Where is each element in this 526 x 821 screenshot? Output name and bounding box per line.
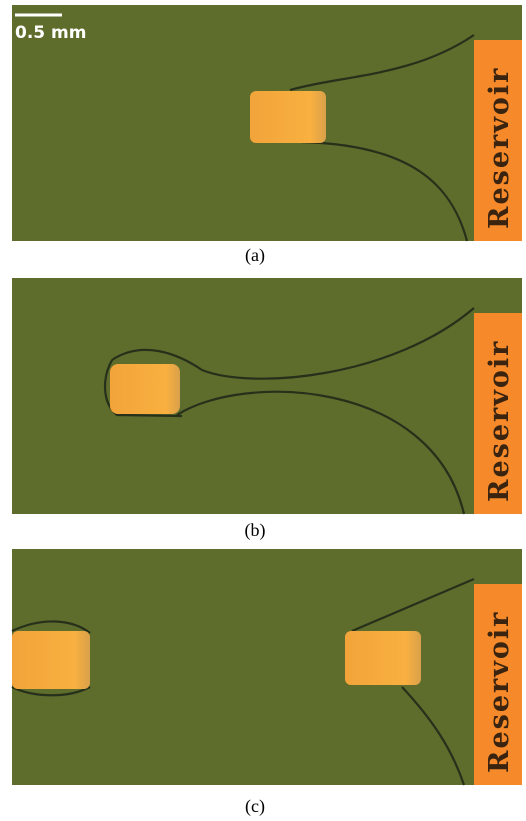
panel-b: Reservoir: [12, 278, 522, 514]
micrograph: [12, 278, 522, 514]
droplet: [250, 91, 326, 143]
page: Reservoir 0.5 mm (a) Reservoir (b) Reser…: [0, 0, 526, 821]
reservoir-label: Reservoir: [484, 611, 515, 773]
reservoir-label: Reservoir: [484, 67, 515, 229]
droplet: [345, 631, 421, 685]
panel-label: (b): [245, 520, 266, 541]
panel-c: Reservoir: [12, 549, 522, 785]
figure: Reservoir 0.5 mm (a) Reservoir (b) Reser…: [0, 0, 526, 821]
droplet: [110, 364, 180, 414]
droplet: [12, 631, 90, 689]
reservoir-label: Reservoir: [484, 340, 515, 502]
scale-bar-label: 0.5 mm: [15, 23, 86, 43]
panel-label: (a): [245, 245, 265, 266]
panel-label: (c): [245, 796, 265, 817]
panel-a: Reservoir 0.5 mm: [12, 5, 522, 241]
